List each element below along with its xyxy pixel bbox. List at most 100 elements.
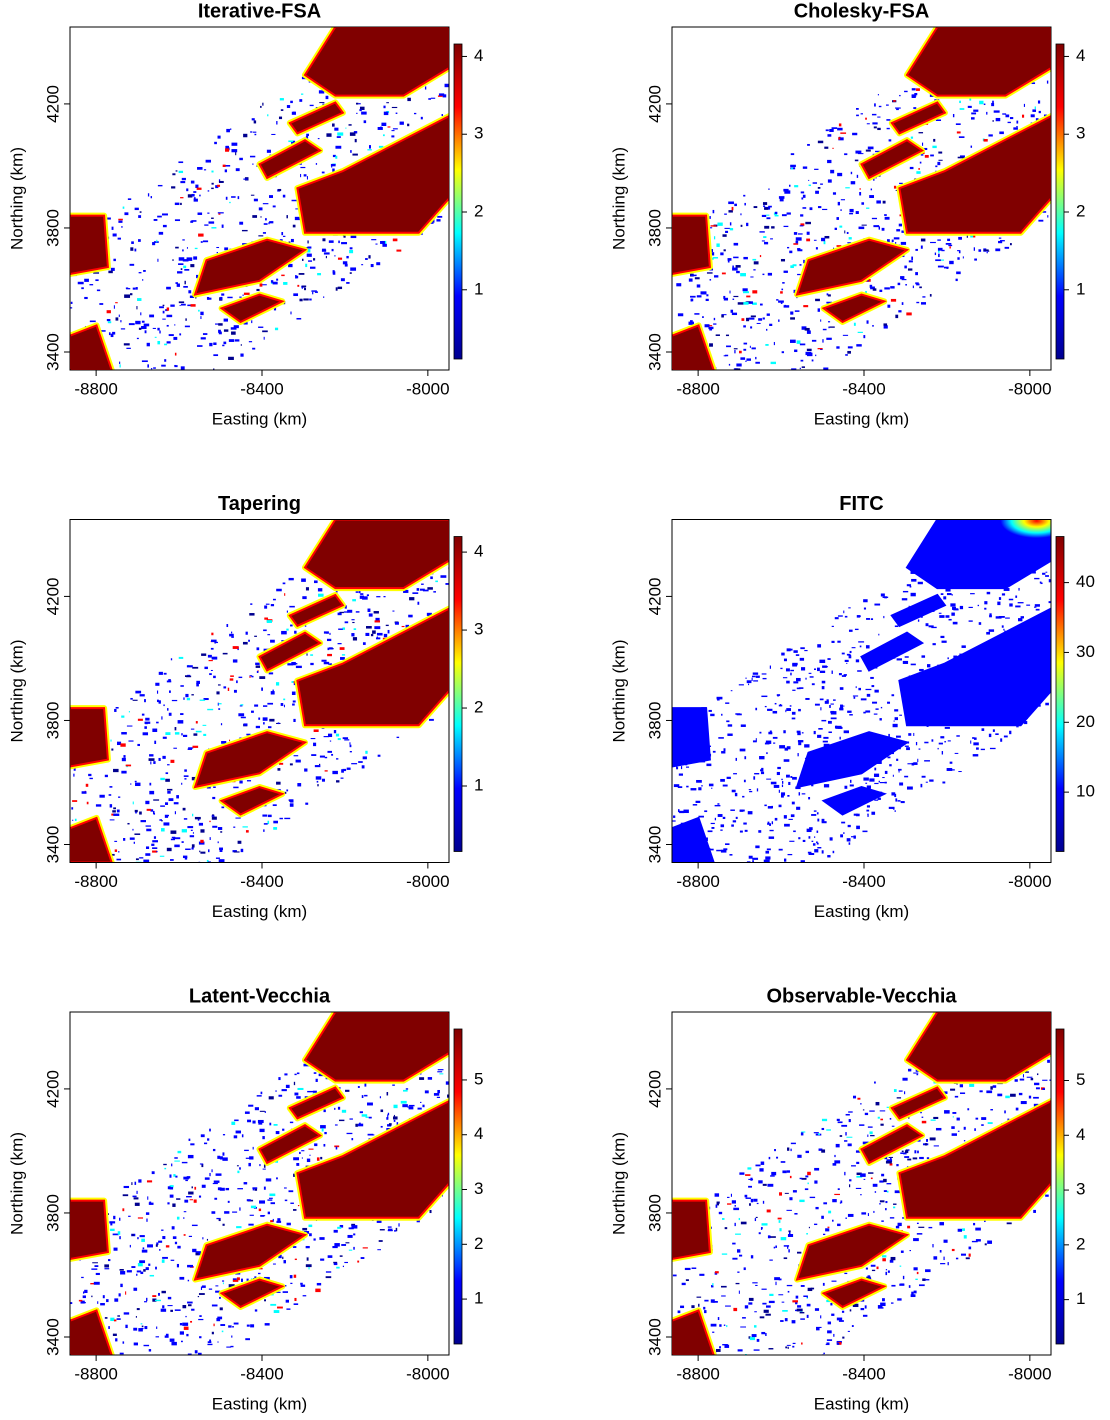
speckle — [305, 587, 309, 591]
speckle — [141, 360, 148, 363]
speckle — [430, 97, 436, 99]
speckle — [110, 739, 112, 742]
speckle — [882, 596, 889, 598]
x-tick-label: -8400 — [240, 872, 283, 891]
speckle — [746, 222, 749, 227]
speckle — [232, 1211, 238, 1213]
speckle — [193, 733, 198, 736]
speckle — [826, 301, 833, 304]
speckle — [368, 255, 371, 259]
speckle — [778, 848, 783, 851]
speckle — [293, 1209, 297, 1211]
speckle — [165, 732, 171, 736]
speckle — [143, 1269, 146, 1272]
speckle — [146, 808, 152, 811]
speckle — [147, 193, 150, 197]
speckle — [986, 111, 988, 115]
speckle — [222, 1282, 224, 1285]
speckle — [790, 317, 795, 320]
speckle — [148, 1202, 151, 1205]
speckle — [297, 1087, 304, 1090]
speckle — [887, 701, 891, 704]
speckle — [846, 662, 848, 664]
plot-frame — [69, 519, 450, 863]
speckle — [97, 1301, 99, 1304]
speckle — [744, 202, 746, 206]
speckle — [849, 212, 854, 215]
speckle — [358, 1123, 364, 1127]
speckle — [710, 225, 717, 227]
speckle — [992, 729, 995, 732]
speckle — [270, 691, 275, 695]
speckle — [336, 136, 341, 138]
speckle — [288, 241, 291, 244]
speckle — [733, 773, 737, 775]
speckle — [724, 227, 731, 229]
speckle — [279, 98, 284, 101]
speckle — [821, 1127, 825, 1131]
speckle — [294, 630, 297, 634]
speckle — [306, 249, 311, 253]
speckle — [315, 776, 322, 780]
speckle — [207, 297, 212, 300]
speckle — [901, 598, 908, 601]
speckle — [1020, 616, 1025, 619]
speckle — [177, 1150, 182, 1154]
speckle — [865, 117, 867, 120]
speckle — [863, 1178, 866, 1180]
speckle — [299, 298, 303, 302]
speckle — [778, 319, 780, 322]
x-tick-label: -8000 — [406, 379, 449, 398]
speckle — [821, 850, 824, 854]
speckle — [731, 206, 734, 211]
speckle — [134, 1202, 140, 1206]
colorbar-tick-label: 5 — [474, 1069, 483, 1088]
speckle — [884, 770, 888, 774]
speckle — [224, 247, 229, 251]
speckle — [793, 243, 799, 245]
speckle — [896, 229, 901, 232]
speckle — [848, 237, 852, 240]
speckle — [396, 736, 400, 739]
speckle — [131, 1182, 133, 1186]
speckle — [728, 201, 734, 205]
speckle — [183, 285, 188, 288]
speckle — [188, 1138, 191, 1141]
speckle — [224, 169, 228, 173]
speckle — [70, 1302, 73, 1305]
speckle — [265, 218, 267, 221]
speckle — [340, 777, 344, 779]
speckle — [145, 846, 150, 849]
speckle — [916, 1233, 923, 1235]
speckle — [132, 828, 134, 831]
speckle — [1047, 1059, 1050, 1063]
speckle — [826, 337, 832, 340]
speckle — [901, 1150, 904, 1153]
speckle — [829, 128, 834, 132]
colorbar-tick-label: 1 — [474, 279, 483, 298]
speckle — [154, 336, 157, 338]
speckle — [1001, 625, 1004, 628]
speckle — [167, 791, 171, 794]
speckle — [421, 232, 423, 236]
speckle — [871, 811, 876, 815]
speckle — [427, 587, 433, 590]
speckle — [286, 628, 289, 631]
speckle — [81, 791, 87, 794]
speckle — [706, 294, 709, 297]
speckle — [759, 303, 763, 306]
speckle — [723, 295, 726, 299]
speckle — [306, 176, 308, 180]
speckle — [197, 212, 203, 215]
speckle — [799, 657, 805, 661]
speckle — [949, 260, 954, 265]
speckle — [186, 665, 193, 668]
speckle — [882, 200, 886, 204]
speckle — [222, 344, 225, 347]
speckle — [433, 591, 436, 593]
speckle — [911, 256, 914, 260]
speckle — [241, 229, 248, 232]
speckle — [861, 1212, 867, 1215]
speckle — [959, 1092, 966, 1094]
speckle — [189, 295, 195, 298]
